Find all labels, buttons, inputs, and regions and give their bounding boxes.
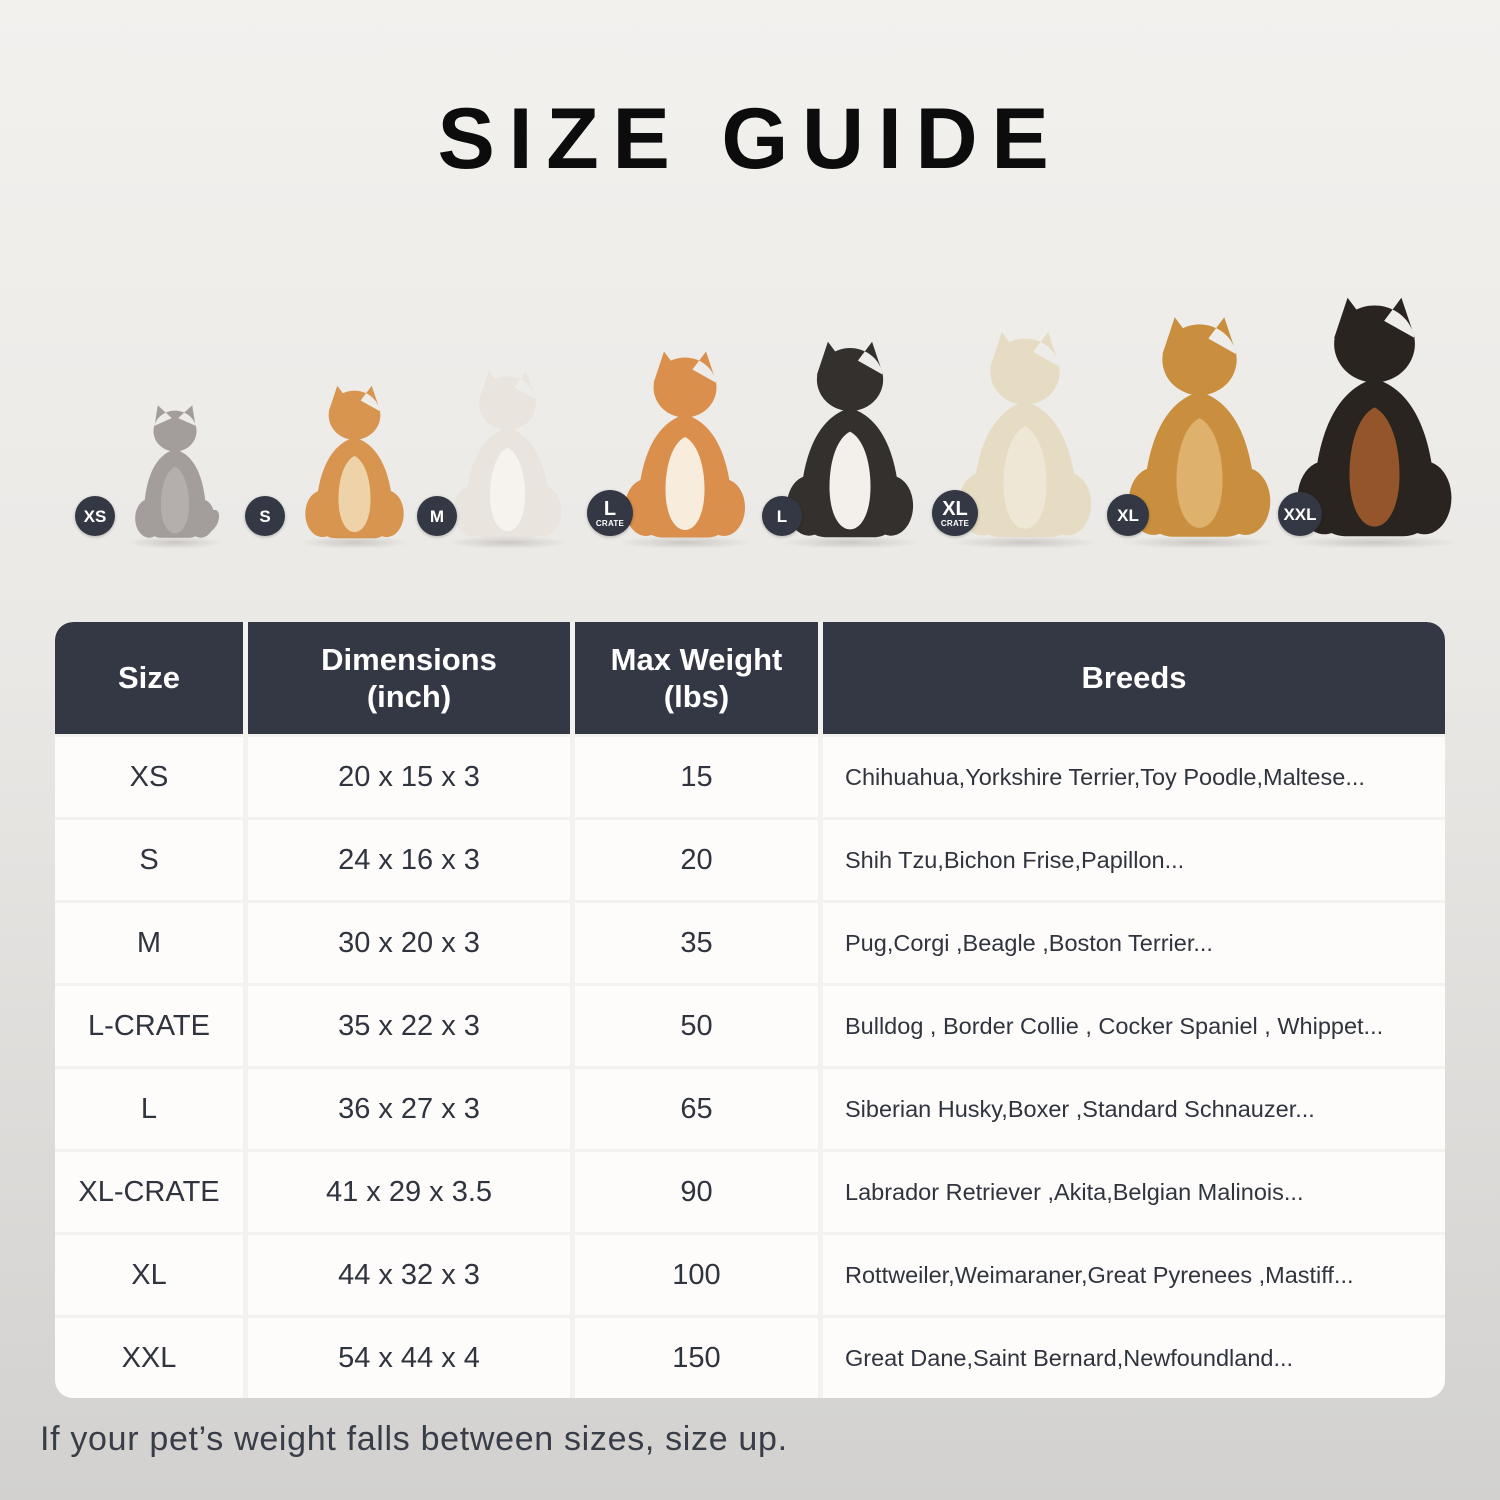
pet-border-collie (770, 337, 930, 549)
cell-max-weight: 65 (575, 1069, 818, 1149)
size-badge-label: L (603, 497, 617, 520)
column-header-sublabel: (inch) (366, 679, 452, 714)
cell-breeds: Great Dane,Saint Bernard,Newfoundland... (823, 1318, 1445, 1398)
size-badge-xs: XS (75, 496, 115, 536)
cat-illustration (135, 405, 220, 538)
cell-breeds: Shih Tzu,Bichon Frise,Papillon... (823, 820, 1445, 900)
pomeranian-illustration (305, 385, 404, 539)
cell-size: L-CRATE (55, 986, 243, 1066)
page-title: SIZE GUIDE (437, 91, 1063, 187)
cell-max-weight: 90 (575, 1152, 818, 1232)
size-badge-label: XXL (1283, 504, 1317, 524)
pet-golden-retriever (1110, 312, 1289, 549)
size-badge-label: XL (1117, 505, 1139, 525)
cell-size: XL-CRATE (55, 1152, 243, 1232)
cell-dimensions: 54 x 44 x 4 (248, 1318, 570, 1398)
sizing-advice-note: If your pet’s weight falls between sizes… (40, 1420, 788, 1458)
cell-dimensions: 35 x 22 x 3 (248, 986, 570, 1066)
size-badge-sublabel: CRATE (595, 518, 625, 528)
cell-size: L (55, 1069, 243, 1149)
cell-size: XXL (55, 1318, 243, 1398)
cell-dimensions: 44 x 32 x 3 (248, 1235, 570, 1315)
cell-breeds: Chihuahua,Yorkshire Terrier,Toy Poodle,M… (823, 737, 1445, 817)
pet-labrador-retriever (941, 327, 1109, 549)
column-header-label: Max Weight (610, 641, 783, 677)
cell-max-weight: 35 (575, 903, 818, 983)
cell-breeds: Rottweiler,Weimaraner,Great Pyrenees ,Ma… (823, 1235, 1445, 1315)
cell-max-weight: 20 (575, 820, 818, 900)
column-header-label: Breeds (1081, 660, 1187, 696)
size-badge-xxl: XXL (1278, 492, 1322, 536)
size-badge-label: XS (83, 506, 107, 526)
french-bulldog-illustration (453, 371, 562, 538)
cell-breeds: Bulldog , Border Collie , Cocker Spaniel… (823, 986, 1445, 1066)
cell-dimensions: 30 x 20 x 3 (248, 903, 570, 983)
cell-breeds: Pug,Corgi ,Beagle ,Boston Terrier... (823, 903, 1445, 983)
cell-max-weight: 50 (575, 986, 818, 1066)
cell-max-weight: 150 (575, 1318, 818, 1398)
cell-size: S (55, 820, 243, 900)
cell-dimensions: 41 x 29 x 3.5 (248, 1152, 570, 1232)
pet-size-illustration-strip: XS S M L CRATE L XL CRATE XL XXL (0, 262, 1500, 550)
cell-max-weight: 15 (575, 737, 818, 817)
size-badge-xl: XL (1107, 494, 1149, 536)
size-badge-l: L (762, 496, 802, 536)
cell-breeds: Labrador Retriever ,Akita,Belgian Malino… (823, 1152, 1445, 1232)
column-header-label: Size (117, 660, 181, 696)
size-badge-l-crate: L CRATE (587, 490, 633, 536)
pet-french-bulldog (439, 367, 576, 549)
cell-dimensions: 24 x 16 x 3 (248, 820, 570, 900)
cell-max-weight: 100 (575, 1235, 818, 1315)
pet-doberman (1277, 292, 1472, 549)
size-badge-xl-crate: XL CRATE (932, 490, 978, 536)
size-badge-label: XL (942, 497, 968, 520)
cell-dimensions: 36 x 27 x 3 (248, 1069, 570, 1149)
pet-pomeranian (292, 382, 417, 549)
column-header-breeds: Breeds (823, 622, 1445, 734)
cell-size: M (55, 903, 243, 983)
size-guide-table: Size Dimensions (inch) Max Weight (lbs) … (55, 622, 1445, 1398)
column-header-sublabel: (lbs) (663, 679, 730, 714)
size-badge-label: L (776, 506, 788, 526)
cell-breeds: Siberian Husky,Boxer ,Standard Schnauzer… (823, 1069, 1445, 1149)
size-badge-m: M (417, 496, 457, 536)
size-badge-label: S (259, 506, 271, 526)
column-header-dimensions: Dimensions (inch) (248, 622, 570, 734)
column-header-label: Dimensions (321, 641, 497, 677)
pet-shiba-inu (609, 347, 761, 549)
cell-size: XL (55, 1235, 243, 1315)
pet-cat (120, 402, 230, 549)
cell-dimensions: 20 x 15 x 3 (248, 737, 570, 817)
cell-size: XS (55, 737, 243, 817)
size-badge-s: S (245, 496, 285, 536)
column-header-size: Size (55, 622, 243, 734)
size-badge-sublabel: CRATE (940, 518, 970, 528)
column-header-max-weight: Max Weight (lbs) (575, 622, 818, 734)
size-badge-label: M (429, 506, 445, 526)
